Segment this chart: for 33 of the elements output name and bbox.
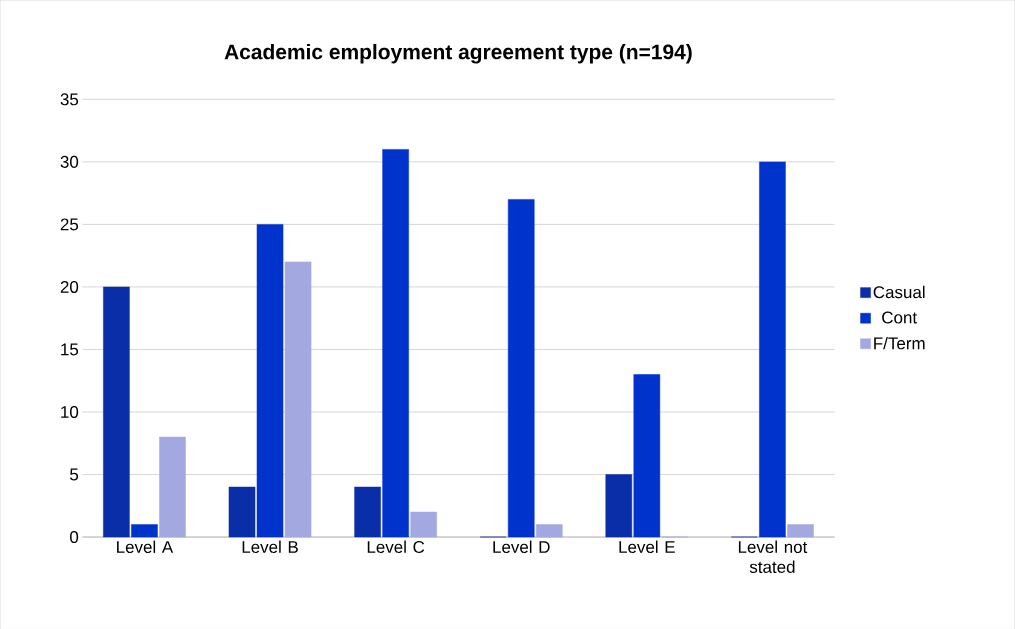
- bar: [228, 486, 256, 538]
- bar: [507, 198, 535, 538]
- y-tick-label: 15: [61, 343, 79, 356]
- x-tick-label: Level D: [493, 540, 550, 553]
- bar: [103, 286, 130, 538]
- x-tick-label: Level A: [117, 540, 174, 553]
- bar: [256, 223, 284, 538]
- bar: [633, 374, 661, 538]
- bar: [605, 474, 633, 538]
- y-tick-label: 30: [60, 155, 79, 168]
- y-tick-label: 5: [70, 468, 79, 481]
- chart-title: Academic employment agreement type (n=194): [224, 43, 692, 64]
- bar: [354, 486, 381, 538]
- x-tick-label: Level E: [619, 540, 675, 553]
- bar: [759, 161, 786, 538]
- bar: [284, 261, 312, 538]
- legend-label: F/Term: [874, 336, 925, 350]
- y-tick-label: 35: [60, 93, 79, 106]
- y-tick-label: 10: [61, 405, 79, 418]
- y-tick-label: 25: [60, 218, 79, 231]
- y-tick-label: 20: [60, 280, 79, 293]
- bar: [159, 436, 186, 538]
- bar: [410, 511, 437, 538]
- x-tick-label: Level B: [242, 540, 298, 553]
- bar: [536, 524, 563, 538]
- bar: [382, 148, 409, 538]
- y-tick-label: 0: [70, 530, 79, 543]
- bar: [787, 524, 814, 538]
- x-tick-label: Level C: [367, 540, 425, 553]
- x-tick-label: Level not stated: [738, 540, 808, 573]
- bar: [131, 524, 158, 538]
- legend-label: Cont: [882, 311, 917, 324]
- legend-label: Casual: [873, 285, 925, 299]
